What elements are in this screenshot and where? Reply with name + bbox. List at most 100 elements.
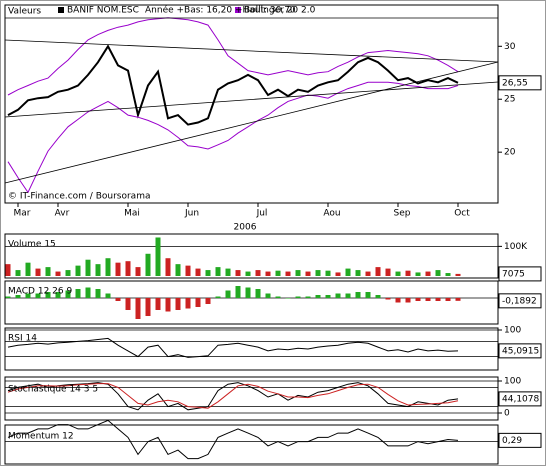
bar xyxy=(455,273,461,276)
bar xyxy=(415,298,421,301)
bar xyxy=(75,265,81,276)
bar xyxy=(405,270,411,276)
bar xyxy=(435,270,441,276)
bar xyxy=(295,270,301,276)
bar xyxy=(105,258,111,276)
bar xyxy=(235,270,241,276)
bar xyxy=(195,298,201,307)
bar xyxy=(365,271,371,276)
panel-frame xyxy=(4,327,499,371)
bar xyxy=(285,298,291,299)
bar xyxy=(355,292,361,298)
bar xyxy=(155,298,161,310)
panel-title: Stochastique 14 3 5 xyxy=(8,385,98,395)
indicator-line xyxy=(7,383,459,409)
bar xyxy=(55,292,61,298)
bar xyxy=(415,272,421,276)
bar xyxy=(45,267,51,276)
bar xyxy=(35,268,41,276)
bar xyxy=(15,295,21,298)
x-tick-label: Avr xyxy=(55,209,70,219)
frames xyxy=(4,4,499,465)
bar xyxy=(375,267,381,276)
bar xyxy=(275,270,281,276)
bar xyxy=(245,287,251,298)
x-tick-label: Mar xyxy=(14,209,31,219)
bar xyxy=(325,295,331,298)
panel-title: RSI 14 xyxy=(8,334,37,344)
bar xyxy=(365,292,371,298)
bar xyxy=(335,272,341,276)
panel-frame xyxy=(4,4,499,204)
bar xyxy=(35,293,41,298)
panel-frame xyxy=(4,376,499,421)
bar xyxy=(435,298,441,301)
bar xyxy=(315,295,321,298)
price-line xyxy=(7,419,459,460)
value-box xyxy=(498,75,542,91)
trend-line xyxy=(4,61,499,184)
bar xyxy=(55,271,61,276)
trend-line xyxy=(4,81,499,118)
panel-title: Valeurs xyxy=(8,7,41,17)
y-tick-label: 100K xyxy=(504,242,528,252)
bar xyxy=(135,267,141,276)
bar xyxy=(305,296,311,298)
value-box xyxy=(498,432,542,448)
subtitle: Année +Bas: 16,20 +Haut: 30,70 xyxy=(145,5,296,16)
bar xyxy=(255,270,261,276)
y-tick-label: 0 xyxy=(504,409,510,419)
annotation: © IT-Finance.com / Boursorama xyxy=(8,192,150,202)
bar xyxy=(445,298,451,301)
value-box xyxy=(498,391,542,407)
x-tick-label: Mai xyxy=(124,209,140,219)
bar xyxy=(25,262,31,276)
bar xyxy=(455,298,461,301)
bar xyxy=(195,268,201,276)
bar xyxy=(295,296,301,298)
bar xyxy=(105,293,111,298)
bar xyxy=(325,270,331,276)
bar xyxy=(145,298,151,316)
bar xyxy=(25,293,31,298)
bar xyxy=(95,289,101,298)
bar xyxy=(5,296,11,298)
y-tick-label: 30 xyxy=(504,42,516,52)
x-tick-label: Jul xyxy=(256,209,268,219)
panel-title: Momentum 12 xyxy=(8,432,74,442)
trend-line xyxy=(4,39,499,63)
bar xyxy=(175,264,181,276)
value-box xyxy=(498,293,542,309)
bar xyxy=(215,267,221,276)
bar xyxy=(245,271,251,276)
bar xyxy=(205,270,211,276)
x-tick-label: Aou xyxy=(323,209,340,219)
bar xyxy=(405,298,411,303)
bar xyxy=(265,271,271,276)
price-line xyxy=(7,44,459,126)
bar xyxy=(5,264,11,276)
bar xyxy=(45,292,51,298)
bar xyxy=(305,271,311,276)
value-box-label: 45,0915 xyxy=(502,346,539,356)
bar xyxy=(115,298,121,301)
bar xyxy=(385,268,391,276)
bar xyxy=(85,259,91,276)
price-line xyxy=(7,337,459,358)
bar xyxy=(315,270,321,276)
bar xyxy=(125,298,131,310)
bar xyxy=(345,268,351,276)
bar xyxy=(285,271,291,276)
bar xyxy=(275,296,281,298)
bar xyxy=(165,258,171,276)
bar xyxy=(345,293,351,298)
legend-swatch xyxy=(58,7,64,13)
bar xyxy=(145,253,151,276)
value-box xyxy=(498,343,542,359)
y-tick-label: 20 xyxy=(504,148,516,158)
bar xyxy=(425,298,431,301)
bar xyxy=(385,298,391,300)
bar xyxy=(445,273,451,276)
bar xyxy=(185,265,191,276)
